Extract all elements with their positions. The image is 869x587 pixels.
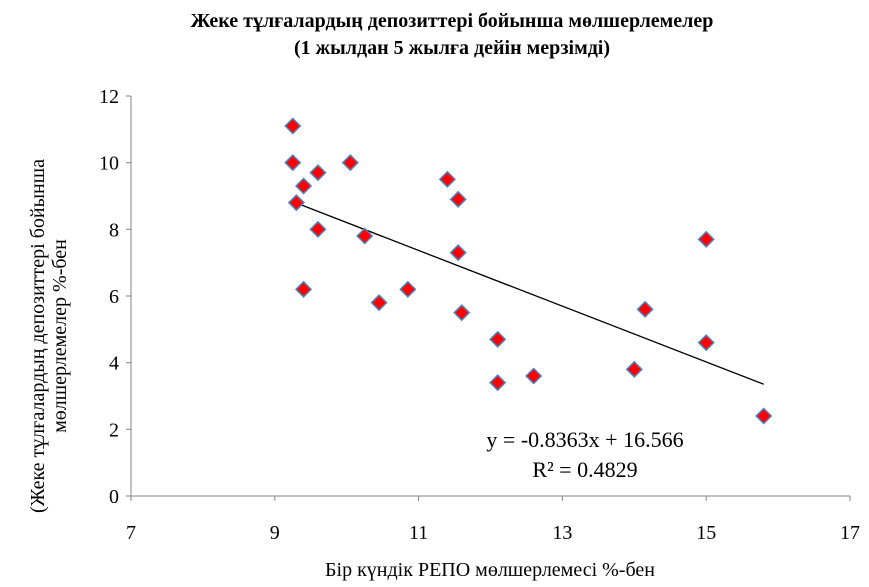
- data-point: [449, 190, 467, 208]
- data-point: [625, 360, 643, 378]
- data-point: [294, 280, 313, 298]
- trendline-equation: y = -0.8363x + 16.566: [486, 427, 683, 452]
- chart-title-line-1: Жеке тұлғалардың депозиттері бойынша мөл…: [191, 10, 714, 32]
- data-point: [341, 154, 359, 172]
- data-point: [370, 294, 388, 312]
- y-tick-label: 2: [109, 419, 119, 441]
- y-tick-label: 8: [109, 219, 119, 241]
- x-tick-label: 7: [126, 522, 136, 544]
- data-point: [356, 227, 374, 245]
- data-point: [287, 194, 305, 212]
- x-tick-labels: 7 9 11 13 15 17: [126, 522, 860, 544]
- data-point: [309, 164, 327, 182]
- data-point: [294, 177, 313, 195]
- y-tick-label: 10: [99, 153, 119, 175]
- x-tick-label: 9: [270, 522, 280, 544]
- data-points: [284, 117, 773, 425]
- x-tick-label: 17: [840, 522, 860, 544]
- trendline: [292, 201, 764, 385]
- data-point: [489, 330, 507, 348]
- y-tick-label: 6: [109, 286, 119, 308]
- y-tick-label: 4: [109, 353, 119, 375]
- data-point: [449, 244, 467, 262]
- data-point: [525, 367, 543, 385]
- data-point: [697, 230, 715, 248]
- chart-title-line-2: (1 жылдан 5 жылға дейін мерзімді): [294, 37, 610, 59]
- data-point: [309, 220, 327, 238]
- r-squared-label: R² = 0.4829: [532, 457, 637, 482]
- y-axis-label-line-2: мөлшерлемелер %-бен: [49, 239, 71, 433]
- data-point: [697, 334, 715, 352]
- y-tick-label: 12: [99, 86, 119, 108]
- y-axis-label: (Жеке тұлғалардың депозиттері бойынша мө…: [27, 159, 71, 513]
- data-point: [453, 304, 471, 322]
- x-tick-label: 11: [409, 522, 428, 544]
- x-tick-label: 13: [552, 522, 572, 544]
- data-point: [438, 170, 456, 188]
- data-point: [636, 300, 654, 318]
- data-point: [755, 407, 773, 425]
- data-point: [284, 154, 302, 172]
- axes: [126, 95, 851, 501]
- x-tick-label: 15: [696, 522, 716, 544]
- y-tick-labels: 0 2 4 6 8 10 12: [99, 86, 119, 508]
- trendline-group: [292, 201, 764, 385]
- y-axis-label-line-1: (Жеке тұлғалардың депозиттері бойынша: [27, 159, 49, 513]
- data-point: [284, 117, 302, 135]
- x-axis-label: Бір күндік РЕПО мөлшерлемесі %-бен: [325, 559, 655, 581]
- y-tick-label: 0: [109, 486, 119, 508]
- data-point: [399, 280, 417, 298]
- data-point: [489, 374, 507, 392]
